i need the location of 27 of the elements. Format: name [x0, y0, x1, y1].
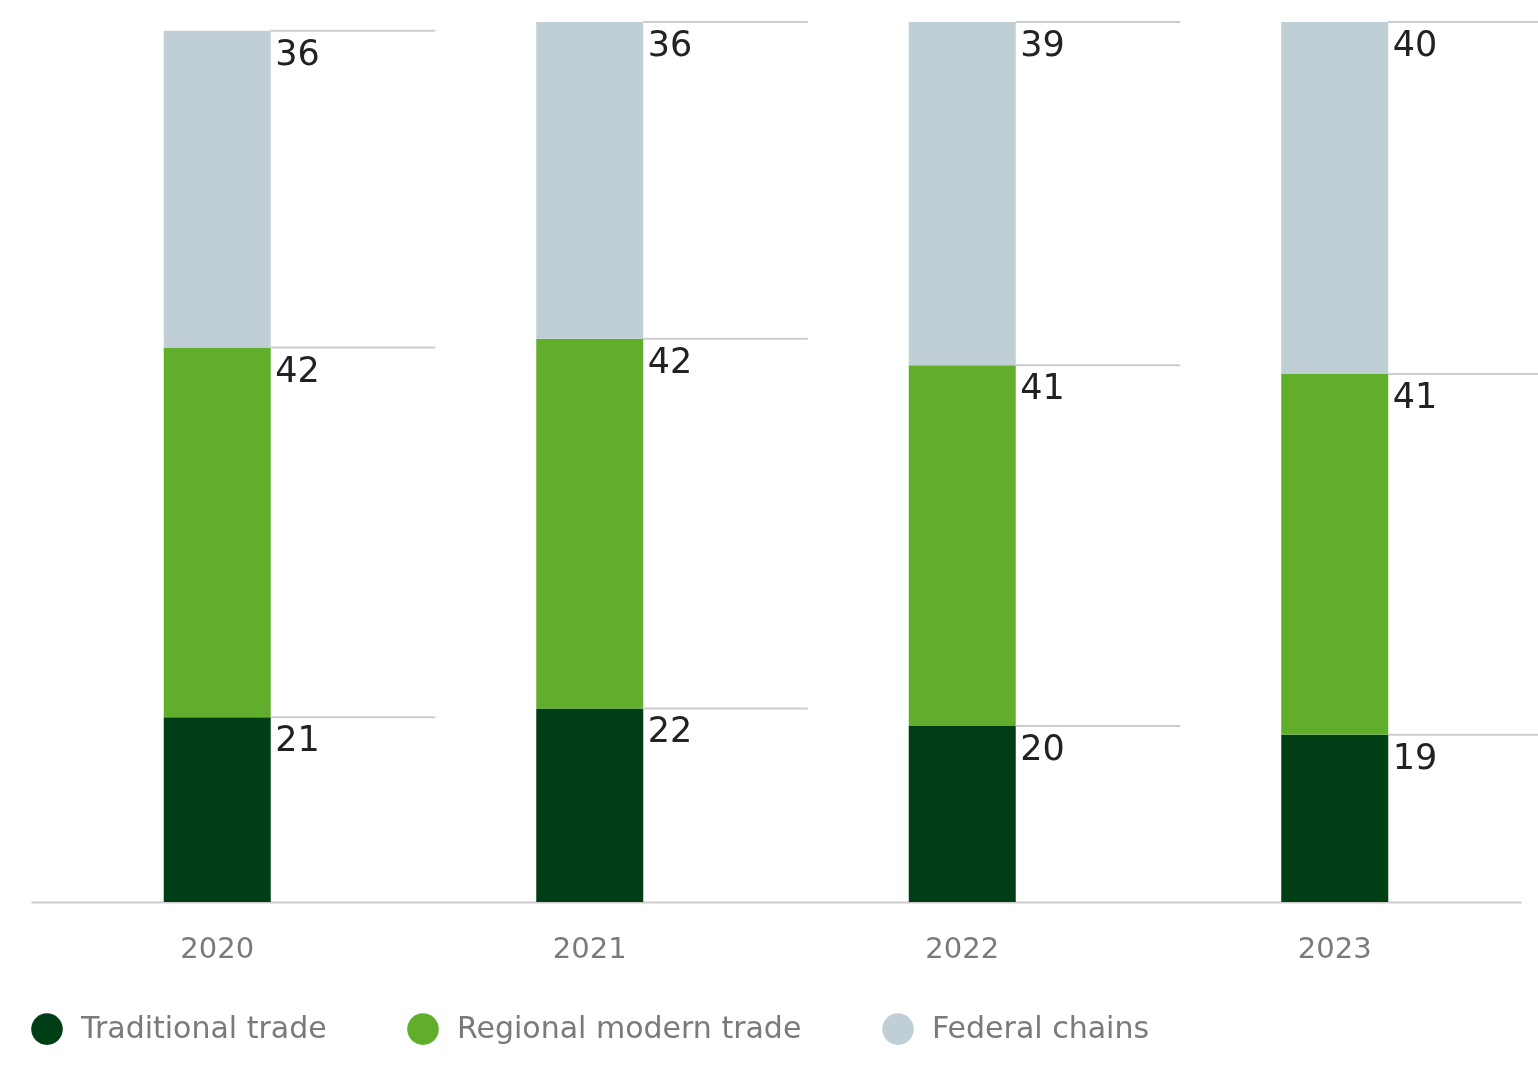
- legend-label: Traditional trade: [80, 1010, 327, 1046]
- data-label: 20: [1020, 728, 1065, 768]
- data-label: 36: [275, 32, 320, 73]
- bar: [163, 717, 271, 902]
- bar: [908, 726, 1016, 902]
- x-tick-label: 2021: [552, 930, 627, 965]
- bar: [536, 338, 644, 709]
- data-label: 19: [1392, 736, 1438, 777]
- bar: [536, 708, 644, 902]
- x-tick-label: 2023: [1297, 930, 1372, 965]
- bar: [163, 347, 271, 718]
- legend-label: Federal chains: [932, 1010, 1150, 1046]
- data-label: 42: [647, 340, 693, 381]
- bar: [908, 365, 1016, 726]
- x-tick-label: 2020: [180, 930, 255, 965]
- bar: [1281, 374, 1389, 735]
- data-label: 39: [1020, 24, 1065, 64]
- data-label: 42: [275, 349, 320, 390]
- legend-label: Regional modern trade: [457, 1010, 802, 1046]
- data-label: 40: [1392, 24, 1438, 64]
- data-label: 21: [275, 719, 320, 760]
- bar: [1281, 734, 1389, 902]
- data-label: 41: [1020, 367, 1065, 408]
- data-label: 41: [1392, 376, 1438, 416]
- data-label: 22: [647, 710, 693, 751]
- x-tick-label: 2022: [925, 930, 1000, 965]
- data-label: 36: [647, 24, 693, 64]
